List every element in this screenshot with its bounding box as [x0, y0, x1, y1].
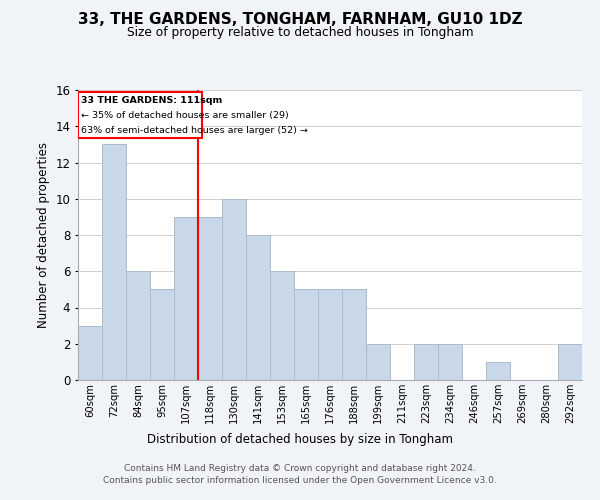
Text: 33, THE GARDENS, TONGHAM, FARNHAM, GU10 1DZ: 33, THE GARDENS, TONGHAM, FARNHAM, GU10 … — [77, 12, 523, 28]
Bar — [174, 217, 198, 380]
Bar — [126, 271, 150, 380]
Text: Contains HM Land Registry data © Crown copyright and database right 2024.: Contains HM Land Registry data © Crown c… — [124, 464, 476, 473]
Bar — [366, 344, 390, 380]
Bar — [150, 290, 174, 380]
Bar — [438, 344, 462, 380]
FancyBboxPatch shape — [79, 92, 202, 138]
Bar — [294, 290, 318, 380]
Bar — [102, 144, 126, 380]
Bar — [198, 217, 222, 380]
Bar — [246, 235, 270, 380]
Text: Contains public sector information licensed under the Open Government Licence v3: Contains public sector information licen… — [103, 476, 497, 485]
Bar — [270, 271, 294, 380]
Bar — [318, 290, 342, 380]
Text: 33 THE GARDENS: 111sqm: 33 THE GARDENS: 111sqm — [82, 96, 223, 106]
Y-axis label: Number of detached properties: Number of detached properties — [37, 142, 50, 328]
Text: 63% of semi-detached houses are larger (52) →: 63% of semi-detached houses are larger (… — [82, 126, 308, 135]
Text: ← 35% of detached houses are smaller (29): ← 35% of detached houses are smaller (29… — [82, 111, 289, 120]
Bar — [78, 326, 102, 380]
Bar — [222, 198, 246, 380]
Bar — [342, 290, 366, 380]
Text: Size of property relative to detached houses in Tongham: Size of property relative to detached ho… — [127, 26, 473, 39]
Bar — [558, 344, 582, 380]
Bar — [414, 344, 438, 380]
Text: Distribution of detached houses by size in Tongham: Distribution of detached houses by size … — [147, 432, 453, 446]
Bar — [486, 362, 510, 380]
